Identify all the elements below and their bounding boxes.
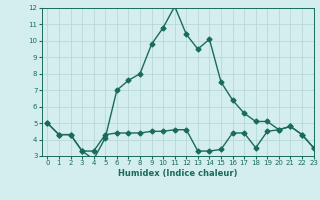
X-axis label: Humidex (Indice chaleur): Humidex (Indice chaleur) <box>118 169 237 178</box>
